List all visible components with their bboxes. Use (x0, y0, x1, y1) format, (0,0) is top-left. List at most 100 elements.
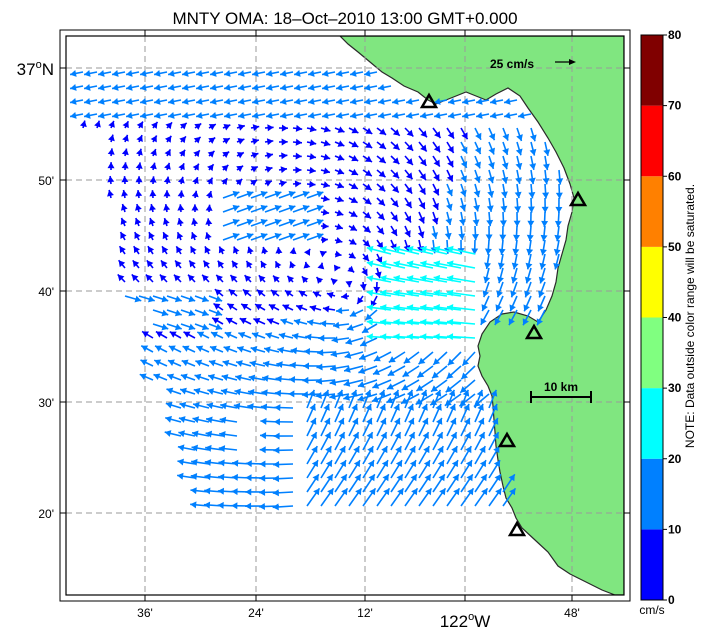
current-vector-head (365, 313, 373, 321)
current-vector-head (145, 274, 153, 282)
current-vector-head (155, 345, 162, 352)
current-vector-head (444, 399, 452, 406)
current-vector-head (406, 172, 413, 180)
radar-sites (419, 92, 588, 537)
current-vector-head (510, 276, 518, 284)
current-vector-head (218, 473, 225, 481)
current-vector-head (348, 252, 356, 259)
current-vector-head (165, 122, 173, 130)
current-vector-head (526, 248, 534, 256)
current-vector-head (341, 292, 348, 300)
current-vector-head (447, 160, 454, 168)
current-vector-head (164, 135, 172, 143)
current-vector-head (133, 246, 140, 254)
current-vector-head (181, 359, 189, 367)
current-vector-head (312, 474, 319, 482)
current-vector-head (446, 333, 454, 341)
current-vector-head (541, 220, 549, 228)
current-vector-head (362, 326, 369, 333)
current-vector-head (352, 432, 359, 440)
current-vector-head (538, 276, 546, 284)
current-vector-head (433, 318, 440, 326)
current-vector-head (486, 205, 494, 212)
current-vector-head (242, 289, 250, 296)
current-vector-head (219, 430, 226, 438)
current-vector-head (447, 145, 454, 153)
current-vector-head (337, 181, 344, 189)
current-vector-head (367, 446, 374, 454)
current-vector-head (325, 446, 332, 454)
current-vector-head (339, 446, 346, 454)
current-vector-head (323, 139, 331, 147)
current-vector-head (448, 389, 456, 397)
current-vector-head (418, 202, 426, 209)
current-vector-head (515, 162, 523, 170)
current-vector-head (357, 394, 365, 402)
current-vector-head (289, 247, 297, 255)
lat-label: 20' (38, 507, 54, 521)
current-vector-head (485, 234, 493, 241)
current-vector-head (514, 206, 522, 213)
current-vector-head (177, 190, 185, 197)
current-vector-head (273, 275, 280, 283)
current-vector-head (445, 385, 453, 393)
current-vector-head (336, 307, 343, 315)
current-vector-head (483, 276, 491, 284)
current-vector-head (524, 290, 531, 298)
current-vector-head (424, 474, 431, 482)
current-vector-head (268, 304, 276, 311)
current-vector-head (236, 360, 243, 367)
current-vector-head (435, 403, 442, 411)
current-vector-head (191, 444, 199, 452)
current-vector-head (432, 202, 439, 210)
current-vector-head (303, 248, 311, 256)
current-vector-head (411, 488, 418, 496)
current-vector-head (142, 331, 150, 338)
current-vector-head (336, 97, 343, 105)
current-vector-head (349, 310, 357, 317)
current-vector-head (188, 295, 196, 303)
current-vector-head (490, 389, 498, 397)
current-vector-head (406, 274, 414, 282)
current-vector-head (196, 69, 203, 77)
current-vector-head (339, 460, 347, 468)
current-vector-head (279, 180, 287, 187)
current-vector-head (477, 403, 484, 411)
current-vector-head (404, 215, 412, 223)
current-vector-head (374, 271, 382, 279)
current-vector-head (377, 227, 384, 235)
current-vector-head (303, 348, 311, 356)
current-vector-head (190, 501, 197, 509)
current-vector-head (392, 143, 400, 150)
current-vector-head (161, 309, 169, 317)
current-vector-head (182, 345, 190, 352)
current-vector-head (420, 318, 427, 326)
current-vector-head (405, 201, 412, 209)
current-vector-head (295, 124, 303, 132)
current-vector-head (553, 248, 561, 256)
current-vector-head (406, 143, 414, 151)
current-vector-head (343, 379, 351, 387)
current-vector-head (408, 432, 415, 440)
current-vector-head (378, 184, 386, 192)
current-vector-head (539, 262, 547, 270)
current-vector-head (393, 403, 400, 411)
current-vector-head (193, 150, 200, 158)
current-vector-head (121, 176, 129, 183)
current-vector-head (262, 360, 270, 368)
current-vector-head (288, 390, 295, 398)
current-vector-head (395, 446, 402, 454)
current-vector-head (208, 124, 216, 131)
current-vector-head (378, 111, 385, 119)
current-vector-head (154, 97, 161, 105)
current-vector-head (410, 474, 417, 482)
current-vector-head (182, 69, 189, 77)
current-vector-head (220, 388, 228, 396)
current-vector-head (272, 489, 279, 497)
current-vector-head (371, 395, 379, 403)
current-vector-head (140, 359, 148, 366)
current-vector-head (231, 473, 238, 481)
current-vector-head (480, 317, 487, 325)
current-vector-head (388, 356, 396, 363)
current-vector-head (203, 260, 210, 268)
